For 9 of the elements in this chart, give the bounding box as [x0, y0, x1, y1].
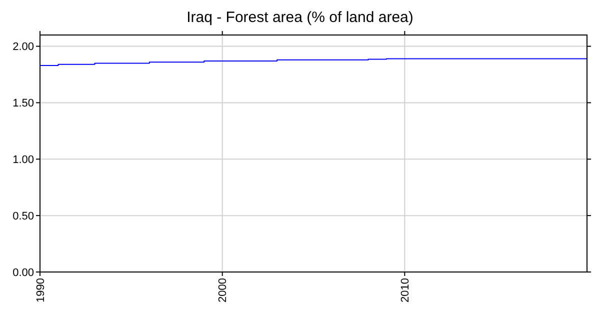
y-tick-label: 0.00 — [12, 266, 34, 279]
y-tick-label: 2.00 — [12, 41, 34, 54]
chart-title: Iraq - Forest area (% of land area) — [186, 9, 414, 26]
y-tick-label: 0.50 — [12, 210, 34, 222]
x-tick-label: 1990 — [34, 278, 47, 302]
x-tick-label: 2000 — [217, 278, 230, 302]
x-tick-label: 2010 — [400, 278, 412, 302]
y-tick-label: 1.00 — [12, 154, 34, 166]
y-tick-label: 1.50 — [12, 98, 34, 110]
